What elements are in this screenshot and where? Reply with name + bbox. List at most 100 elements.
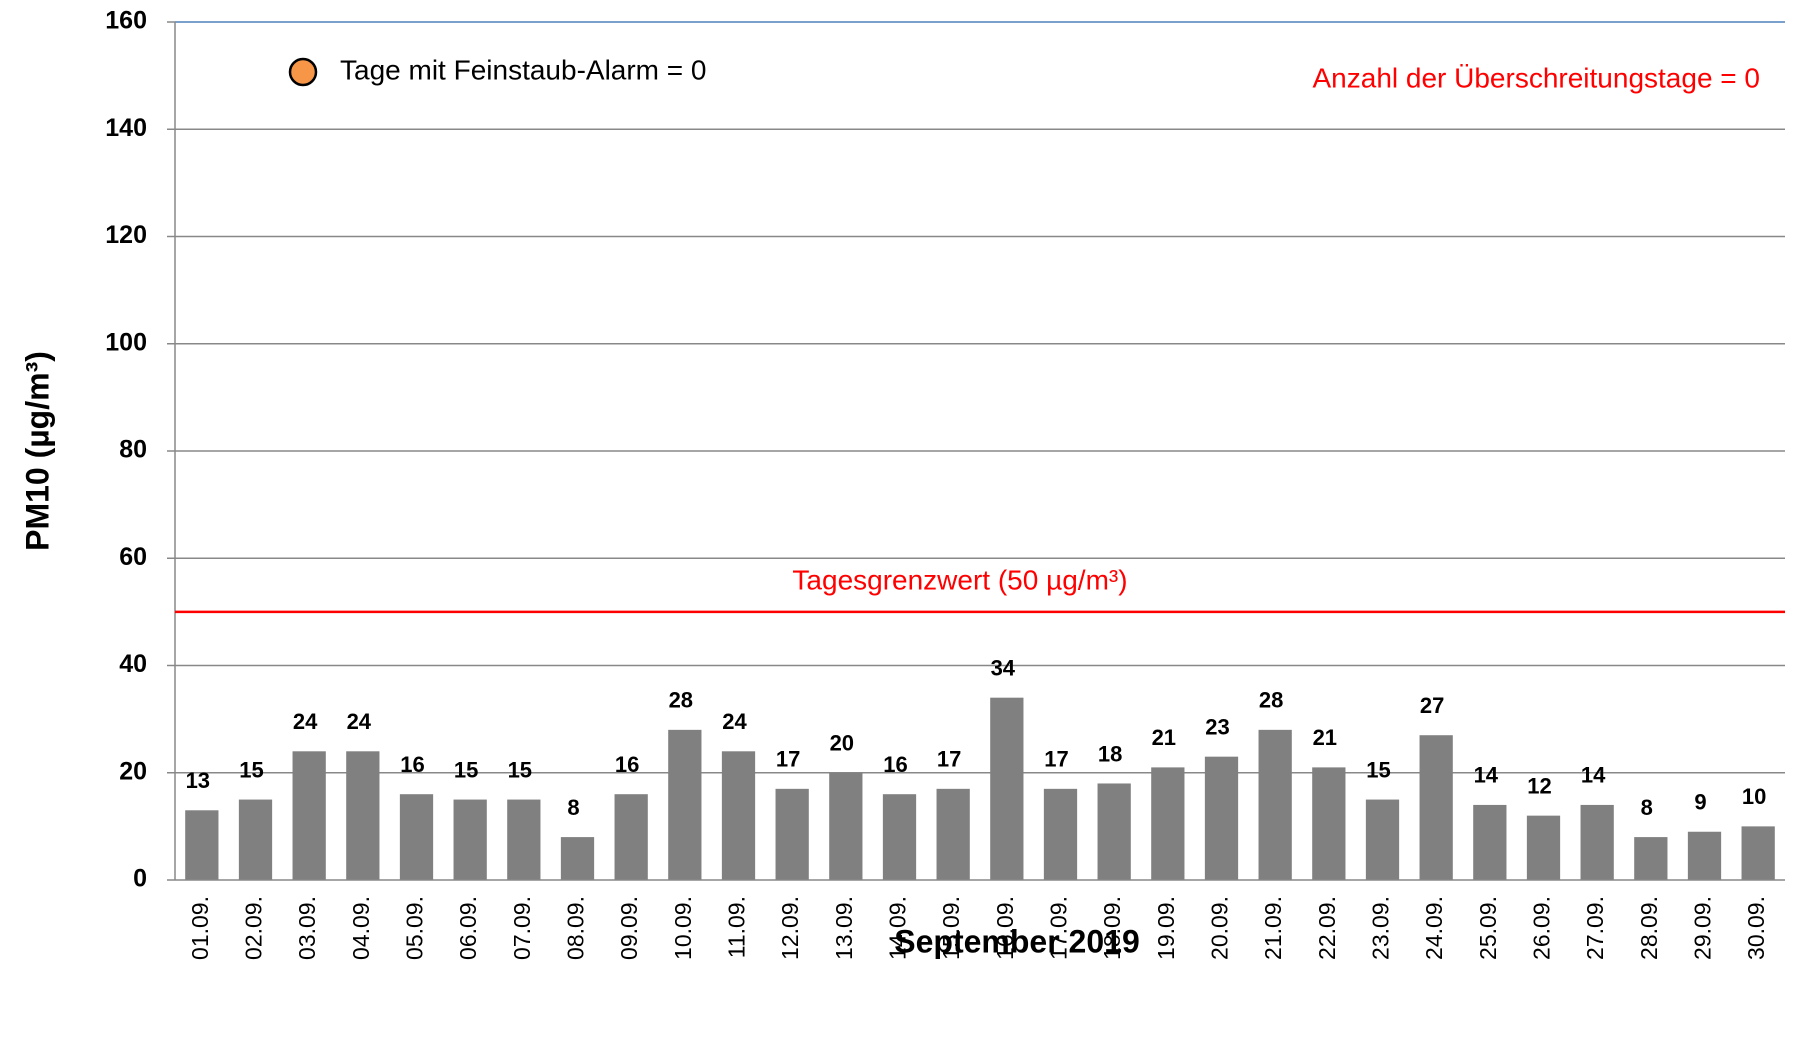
bar xyxy=(668,729,702,880)
x-tick-label: 24.09. xyxy=(1421,896,1447,960)
x-tick-label: 09.09. xyxy=(616,896,642,960)
x-tick-label: 27.09. xyxy=(1582,896,1608,960)
value-label: 24 xyxy=(293,709,318,734)
y-axis-title: PM10 (µg/m³) xyxy=(19,351,55,551)
bar xyxy=(560,837,595,880)
value-label: 21 xyxy=(1313,725,1337,750)
x-tick-label: 05.09. xyxy=(402,896,428,960)
value-label: 9 xyxy=(1694,790,1706,815)
value-label: 16 xyxy=(883,752,907,777)
value-label: 13 xyxy=(186,768,210,793)
bar xyxy=(1473,804,1507,880)
bar xyxy=(1580,804,1614,880)
bar xyxy=(1741,826,1775,880)
bar xyxy=(453,799,487,880)
threshold-label: Tagesgrenzwert (50 µg/m³) xyxy=(792,564,1127,595)
value-label: 15 xyxy=(239,757,263,782)
bar xyxy=(1204,756,1239,880)
value-label: 12 xyxy=(1527,773,1551,798)
alarm-marker xyxy=(288,57,318,87)
value-label: 16 xyxy=(615,752,639,777)
x-tick-label: 11.09. xyxy=(724,896,750,958)
bar xyxy=(346,751,380,880)
bar xyxy=(1097,783,1131,880)
x-tick-label: 28.09. xyxy=(1636,896,1662,960)
bar xyxy=(1419,735,1453,880)
x-tick-label: 22.09. xyxy=(1314,896,1340,960)
value-label: 14 xyxy=(1581,763,1606,788)
exceedance-label: Anzahl der Überschreitungstage = 0 xyxy=(1313,62,1761,93)
alarm-label: Tage mit Feinstaub-Alarm = 0 xyxy=(340,54,707,85)
bar xyxy=(936,788,970,880)
value-label: 34 xyxy=(991,655,1016,680)
value-label: 10 xyxy=(1742,784,1766,809)
x-tick-label: 19.09. xyxy=(1153,896,1179,960)
x-tick-label: 25.09. xyxy=(1475,896,1501,960)
y-tick-label: 60 xyxy=(119,543,147,571)
x-tick-label: 26.09. xyxy=(1529,896,1555,960)
x-tick-label: 30.09. xyxy=(1743,896,1769,960)
value-label: 20 xyxy=(830,731,854,756)
x-tick-label: 12.09. xyxy=(777,896,803,960)
x-axis-title: September 2019 xyxy=(894,923,1139,959)
value-label: 14 xyxy=(1474,763,1499,788)
value-label: 8 xyxy=(1641,795,1653,820)
value-label: 23 xyxy=(1205,714,1229,739)
bar xyxy=(507,799,541,880)
x-tick-label: 07.09. xyxy=(509,896,535,960)
bar xyxy=(1687,831,1722,880)
y-tick-label: 20 xyxy=(119,757,147,785)
bar xyxy=(238,799,273,880)
x-tick-label: 01.09. xyxy=(187,896,213,960)
value-label: 24 xyxy=(722,709,747,734)
value-label: 15 xyxy=(508,757,532,782)
bar xyxy=(775,788,809,880)
bar xyxy=(721,751,756,880)
value-label: 15 xyxy=(1366,757,1390,782)
value-label: 24 xyxy=(347,709,372,734)
x-tick-label: 04.09. xyxy=(348,896,374,960)
x-tick-label: 06.09. xyxy=(455,896,481,960)
value-label: 27 xyxy=(1420,693,1444,718)
bar xyxy=(1043,788,1078,880)
y-tick-label: 160 xyxy=(105,7,147,35)
bar xyxy=(399,794,434,880)
x-tick-label: 10.09. xyxy=(670,896,696,960)
y-tick-label: 40 xyxy=(119,650,147,678)
bar xyxy=(1365,799,1400,880)
x-tick-label: 03.09. xyxy=(294,896,320,960)
value-label: 17 xyxy=(776,747,800,772)
x-tick-label: 14.09. xyxy=(885,896,911,960)
bar xyxy=(990,697,1024,880)
x-tick-label: 18.09. xyxy=(1099,896,1125,960)
bar xyxy=(1526,815,1561,880)
value-label: 17 xyxy=(937,747,961,772)
bar xyxy=(882,794,917,880)
value-label: 17 xyxy=(1044,747,1068,772)
x-tick-label: 13.09. xyxy=(831,896,857,960)
value-label: 16 xyxy=(400,752,424,777)
bar xyxy=(1258,729,1292,880)
x-tick-label: 20.09. xyxy=(1207,896,1233,960)
value-label: 18 xyxy=(1098,741,1122,766)
value-label: 28 xyxy=(669,688,693,713)
x-tick-label: 23.09. xyxy=(1368,896,1394,960)
value-label: 15 xyxy=(454,757,478,782)
y-tick-label: 0 xyxy=(133,865,147,893)
y-tick-label: 140 xyxy=(105,114,147,142)
bar xyxy=(292,751,326,880)
bar xyxy=(829,772,863,880)
bar xyxy=(614,794,648,880)
bar xyxy=(1312,767,1346,880)
value-label: 8 xyxy=(567,795,579,820)
x-tick-label: 21.09. xyxy=(1260,896,1286,960)
y-tick-label: 120 xyxy=(105,221,147,249)
bar xyxy=(1634,837,1668,880)
x-tick-label: 02.09. xyxy=(241,896,267,960)
y-tick-label: 100 xyxy=(105,328,147,356)
value-label: 21 xyxy=(1152,725,1176,750)
bar xyxy=(185,810,219,880)
bar xyxy=(1151,767,1185,880)
value-label: 28 xyxy=(1259,688,1283,713)
